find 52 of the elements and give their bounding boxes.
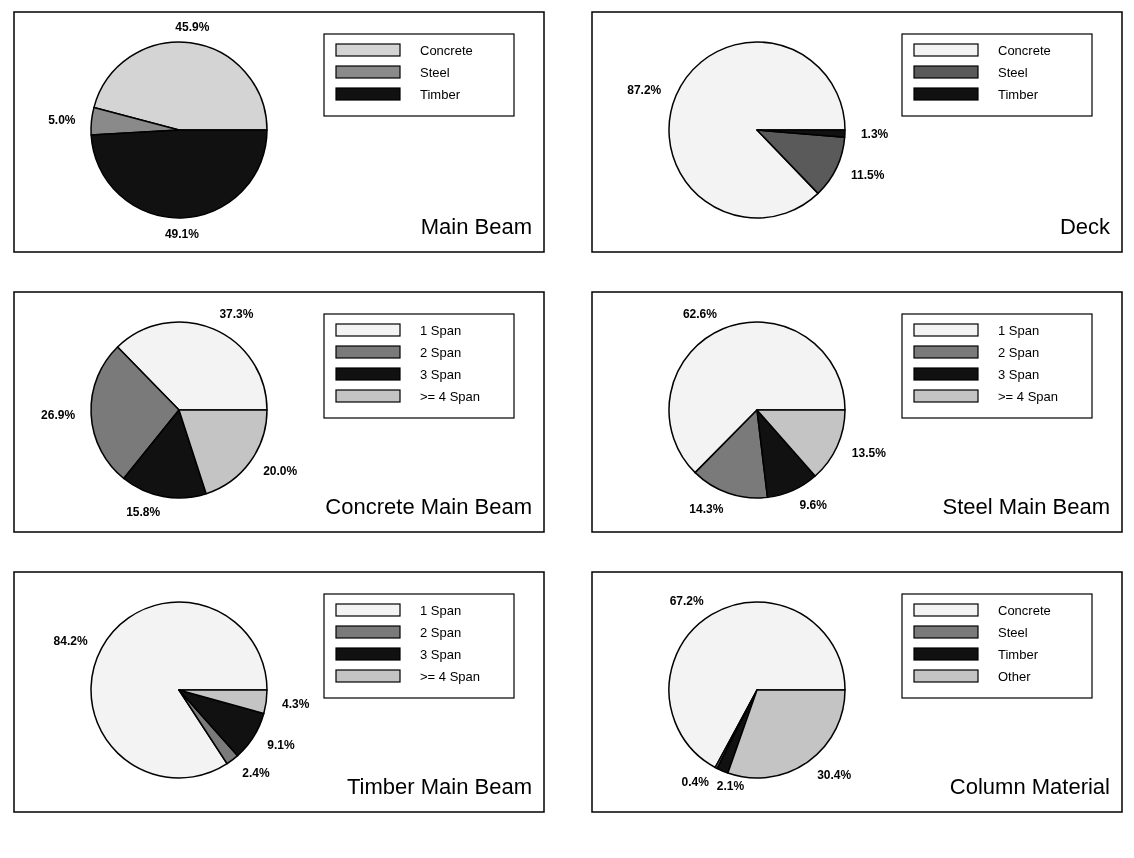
data-label: 1.3% bbox=[860, 127, 889, 142]
data-label: 30.4% bbox=[817, 768, 852, 783]
legend-label: 3 Span bbox=[420, 366, 462, 382]
data-label: 20.0% bbox=[263, 464, 298, 479]
legend-label: 1 Span bbox=[998, 322, 1040, 338]
text: Main Beam bbox=[420, 214, 532, 239]
legend-label: Steel bbox=[998, 64, 1028, 80]
data-label: 11.5% bbox=[850, 167, 885, 182]
legend-label: Concrete bbox=[998, 602, 1051, 618]
legend-label: Steel bbox=[998, 624, 1028, 640]
data-label: 45.9% bbox=[175, 20, 210, 35]
legend-label: >= 4 Span bbox=[420, 388, 480, 404]
legend-label: >= 4 Span bbox=[420, 668, 480, 684]
legend-label: Concrete bbox=[420, 42, 473, 58]
data-label: 37.3% bbox=[219, 307, 254, 322]
legend-label: 3 Span bbox=[998, 366, 1040, 382]
text: Steel Main Beam bbox=[942, 494, 1110, 519]
text: Deck bbox=[1059, 214, 1111, 239]
text: Column Material bbox=[949, 774, 1110, 799]
legend-label: 2 Span bbox=[420, 344, 462, 360]
data-label: 15.8% bbox=[126, 505, 161, 520]
legend-label: Steel bbox=[420, 64, 450, 80]
data-label: 2.4% bbox=[242, 765, 270, 780]
data-label: 2.1% bbox=[716, 779, 745, 794]
legend-label: 3 Span bbox=[420, 646, 462, 662]
legend-label: Timber bbox=[998, 646, 1039, 662]
data-label: 26.9% bbox=[41, 408, 76, 423]
data-label: 84.2% bbox=[53, 633, 88, 648]
legend-label: 1 Span bbox=[420, 322, 462, 338]
legend-label: 1 Span bbox=[420, 602, 462, 618]
text: Timber Main Beam bbox=[346, 774, 532, 799]
data-label: 5.0% bbox=[48, 112, 76, 127]
legend-label: >= 4 Span bbox=[998, 388, 1058, 404]
data-label: 4.3% bbox=[282, 697, 310, 712]
legend-label: Timber bbox=[998, 86, 1039, 102]
data-label: 49.1% bbox=[164, 227, 200, 242]
data-label: 14.3% bbox=[689, 501, 724, 516]
data-label: 67.2% bbox=[669, 593, 705, 608]
data-label: 9.1% bbox=[267, 738, 296, 753]
data-label: 87.2% bbox=[627, 82, 662, 97]
pie-slice bbox=[90, 601, 268, 779]
data-label: 62.6% bbox=[682, 307, 718, 322]
data-label: 9.6% bbox=[799, 498, 828, 513]
text: Concrete Main Beam bbox=[325, 494, 532, 519]
legend-label: Timber bbox=[420, 86, 461, 102]
legend-label: Other bbox=[998, 668, 1032, 684]
legend-label: Concrete bbox=[998, 42, 1051, 58]
data-label: 0.4% bbox=[681, 775, 710, 790]
legend-label: 2 Span bbox=[420, 624, 462, 640]
pie-slice bbox=[668, 41, 846, 219]
data-label: 13.5% bbox=[851, 446, 887, 460]
legend-label: 2 Span bbox=[998, 344, 1040, 360]
